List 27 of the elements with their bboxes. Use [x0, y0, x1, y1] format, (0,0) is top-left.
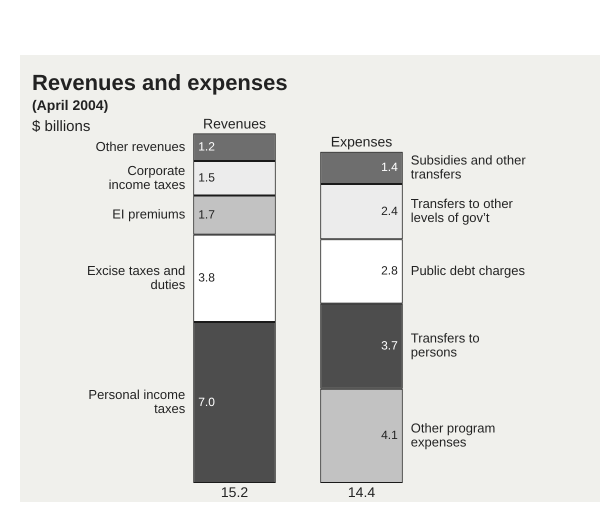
data-label: 7.0	[198, 394, 216, 409]
total-label: 15.2	[220, 484, 248, 500]
series-label: Transfers to persons	[410, 330, 480, 360]
series-label: Public debt charges	[410, 262, 526, 278]
data-label: 1.5	[198, 170, 216, 185]
data-label: 2.4	[381, 204, 398, 218]
data-label: 2.8	[381, 264, 398, 278]
chart-subtitle: (April 2004)	[32, 97, 108, 113]
data-label: 1.7	[198, 207, 216, 222]
data-label: 1.2	[198, 140, 216, 154]
series-label: Corporate income taxes	[108, 162, 186, 192]
total-label: 14.4	[348, 484, 376, 500]
x-tick-label: Revenues	[202, 115, 266, 132]
series-label: Other program expenses	[410, 420, 496, 450]
series-label: Other revenues	[96, 138, 186, 154]
data-label: 3.7	[381, 338, 398, 352]
series-label: Transfers to other levels of gov’t	[410, 196, 514, 226]
series-label: Personal income taxes	[88, 387, 186, 416]
x-tick-label: Expenses	[330, 134, 392, 150]
series-label: EI premiums	[112, 206, 186, 222]
text: $ billions	[32, 118, 90, 135]
data-label: 4.1	[381, 428, 398, 442]
series-label: Subsidies and other transfers	[410, 152, 526, 182]
chart-title: Revenues and expenses	[32, 70, 288, 96]
data-label: 1.4	[381, 160, 398, 174]
data-label: 3.8	[198, 270, 216, 285]
series-label: Excise taxes and duties	[86, 262, 186, 292]
